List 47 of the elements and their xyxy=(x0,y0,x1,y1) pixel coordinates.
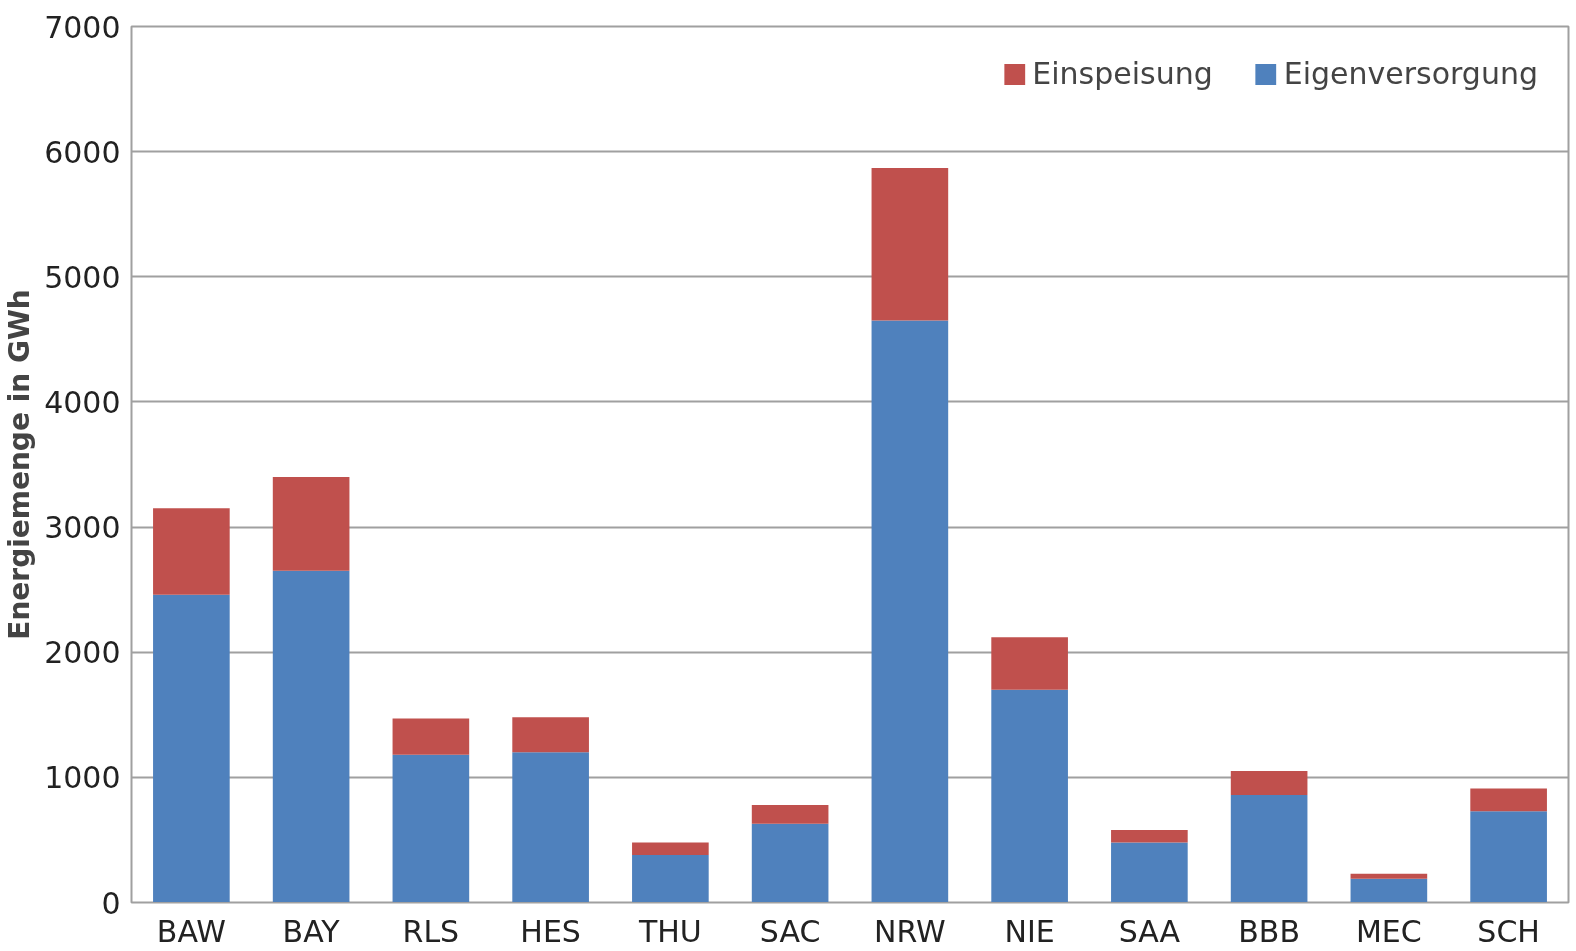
x-tick-label: HES xyxy=(520,913,581,949)
bar xyxy=(1350,878,1428,903)
bar xyxy=(392,754,470,903)
bar xyxy=(153,508,230,595)
bar xyxy=(1111,842,1188,903)
bar xyxy=(1470,811,1547,903)
bar xyxy=(392,718,470,755)
x-tick-label: MEC xyxy=(1355,913,1422,949)
y-tick-label: 1000 xyxy=(44,760,121,796)
x-tick-label: NRW xyxy=(874,913,946,949)
x-tick-label: SAA xyxy=(1118,913,1181,949)
x-tick-label: SCH xyxy=(1477,913,1540,949)
bar xyxy=(751,804,829,824)
bar xyxy=(991,637,1068,690)
x-tick-label: SAC xyxy=(759,913,821,949)
y-tick-label: 7000 xyxy=(44,9,121,45)
bar xyxy=(153,594,230,903)
bar xyxy=(632,854,709,903)
bar xyxy=(272,570,350,903)
bar xyxy=(871,320,949,903)
y-tick-label: 5000 xyxy=(44,259,121,295)
y-tick-label: 4000 xyxy=(44,384,121,420)
bar xyxy=(871,167,949,321)
x-tick-label: THU xyxy=(637,913,702,949)
x-tick-label: BAY xyxy=(282,913,341,949)
bar xyxy=(751,823,829,903)
bar xyxy=(1470,788,1547,812)
bar xyxy=(1230,794,1308,903)
y-axis-title: Energiemenge in GWh xyxy=(3,289,37,640)
bar xyxy=(512,717,589,753)
y-tick-label: 3000 xyxy=(44,510,121,546)
bar xyxy=(512,752,589,903)
bar xyxy=(272,477,350,571)
x-tick-label: NIE xyxy=(1004,913,1055,949)
legend-label: Einspeisung xyxy=(1032,56,1213,91)
legend-label: Eigenversorgung xyxy=(1283,56,1538,91)
x-tick-label: RLS xyxy=(402,913,460,949)
bar xyxy=(991,689,1068,903)
bar xyxy=(1350,873,1428,879)
x-tick-label: BBB xyxy=(1238,913,1300,949)
y-tick-label: 2000 xyxy=(44,635,121,671)
y-tick-label: 6000 xyxy=(44,134,121,170)
bar xyxy=(1111,829,1188,843)
bar xyxy=(1230,771,1308,795)
x-tick-label: BAW xyxy=(156,913,226,949)
y-tick-label: 0 xyxy=(101,885,121,921)
bar xyxy=(632,842,709,855)
